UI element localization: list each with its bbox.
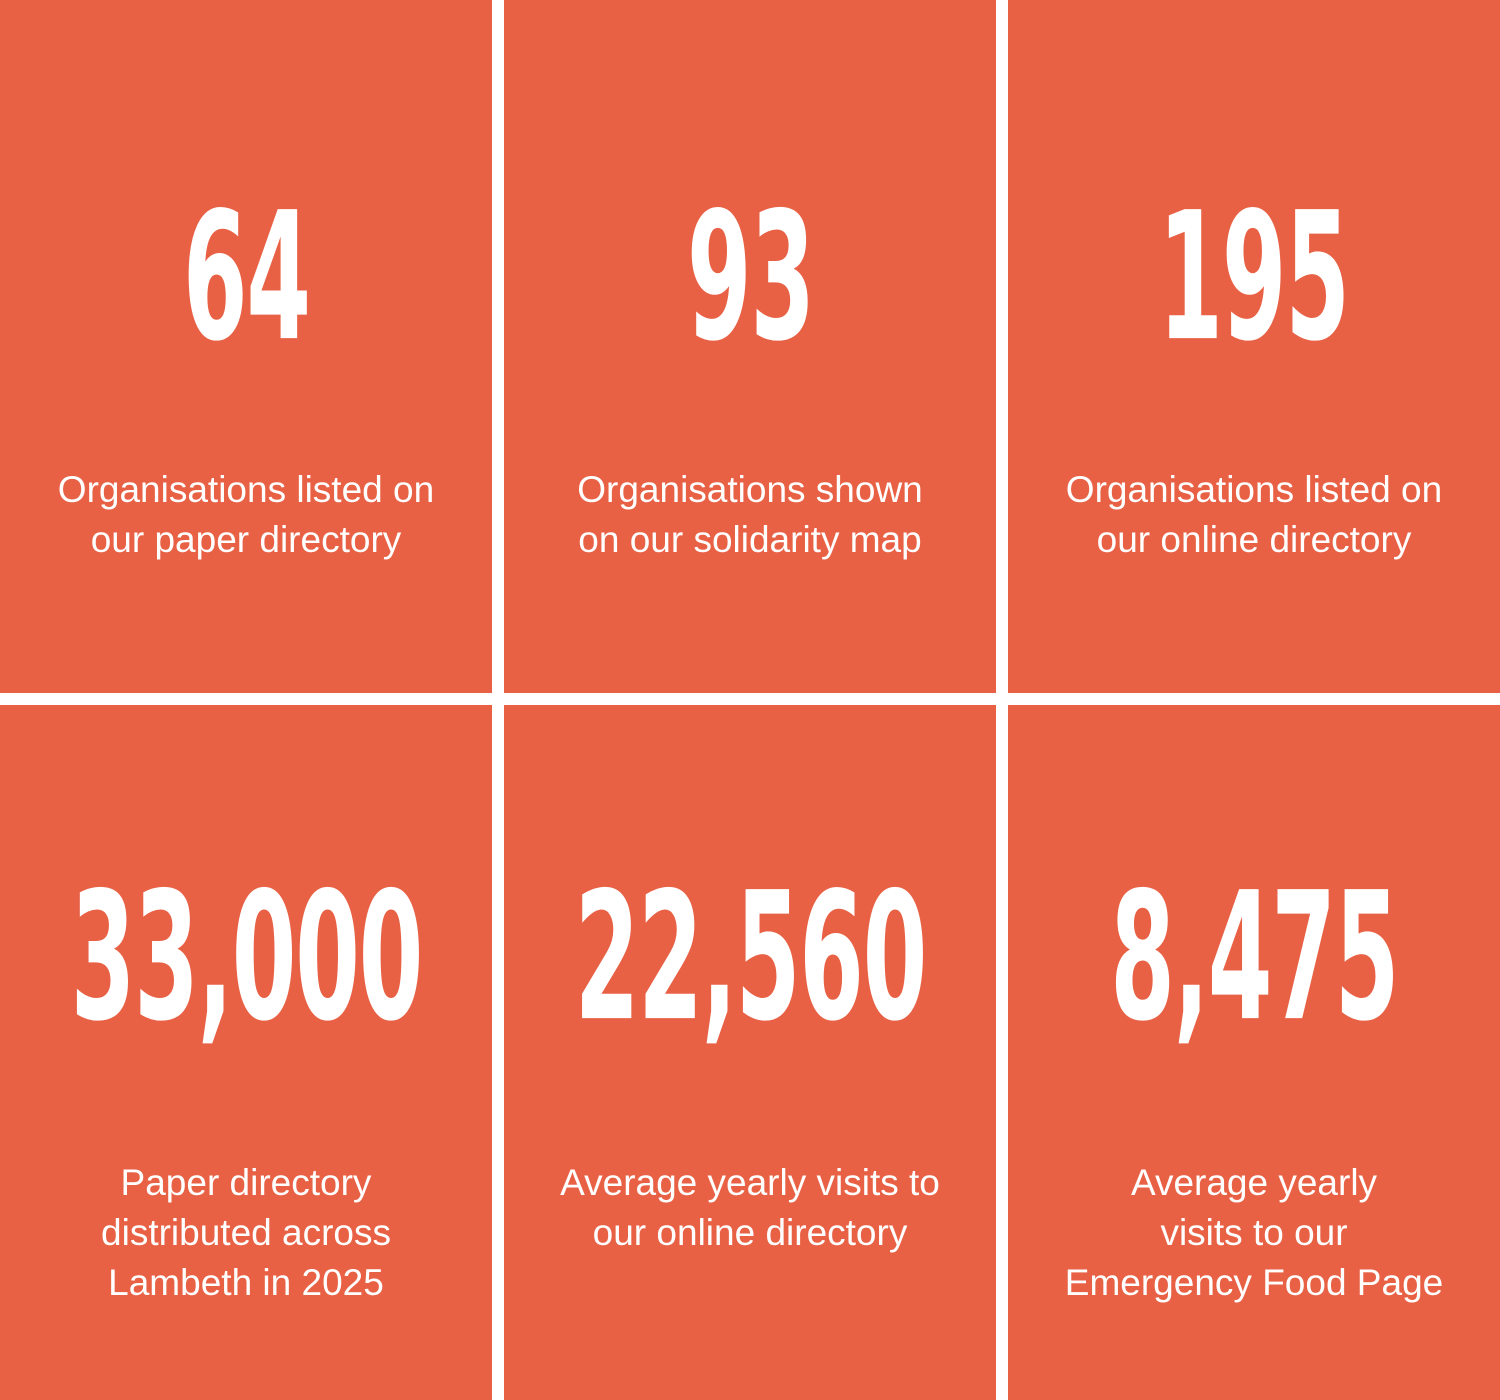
stat-number: 33,000 — [0, 855, 492, 1060]
stat-value: 64 — [182, 174, 311, 381]
stat-label: Paper directory distributed across Lambe… — [101, 1162, 391, 1303]
stat-tile-paper-directory-orgs: 64 Organisations listed on our paper dir… — [0, 0, 492, 693]
stat-value: 195 — [1158, 174, 1351, 381]
stat-number: 64 — [0, 175, 492, 380]
stat-label: Organisations listed on our online direc… — [1065, 469, 1443, 560]
stat-tile-solidarity-map-orgs: 93 Organisations shown on our solidarity… — [504, 0, 996, 693]
stat-label: Average yearly visits to our Emergency F… — [1064, 1162, 1444, 1303]
stat-value: 22,560 — [574, 854, 927, 1061]
stat-value: 93 — [686, 174, 815, 381]
stat-number: 195 — [1008, 175, 1500, 380]
stat-tile-online-directory-visits: 22,560 Average yearly visits to our onli… — [504, 705, 996, 1400]
stat-number: 22,560 — [504, 855, 996, 1060]
stat-label: Organisations listed on our paper direct… — [57, 469, 435, 560]
stat-value: 33,000 — [70, 854, 423, 1061]
stat-number: 8,475 — [1008, 855, 1500, 1060]
stat-tile-emergency-food-visits: 8,475 Average yearly visits to our Emerg… — [1008, 705, 1500, 1400]
stat-value: 8,475 — [1110, 854, 1399, 1061]
stat-tile-paper-directory-distributed: 33,000 Paper directory distributed acros… — [0, 705, 492, 1400]
stat-tile-online-directory-orgs: 195 Organisations listed on our online d… — [1008, 0, 1500, 693]
stat-number: 93 — [504, 175, 996, 380]
stat-label: Organisations shown on our solidarity ma… — [577, 469, 923, 560]
stat-label: Average yearly visits to our online dire… — [560, 1162, 940, 1253]
